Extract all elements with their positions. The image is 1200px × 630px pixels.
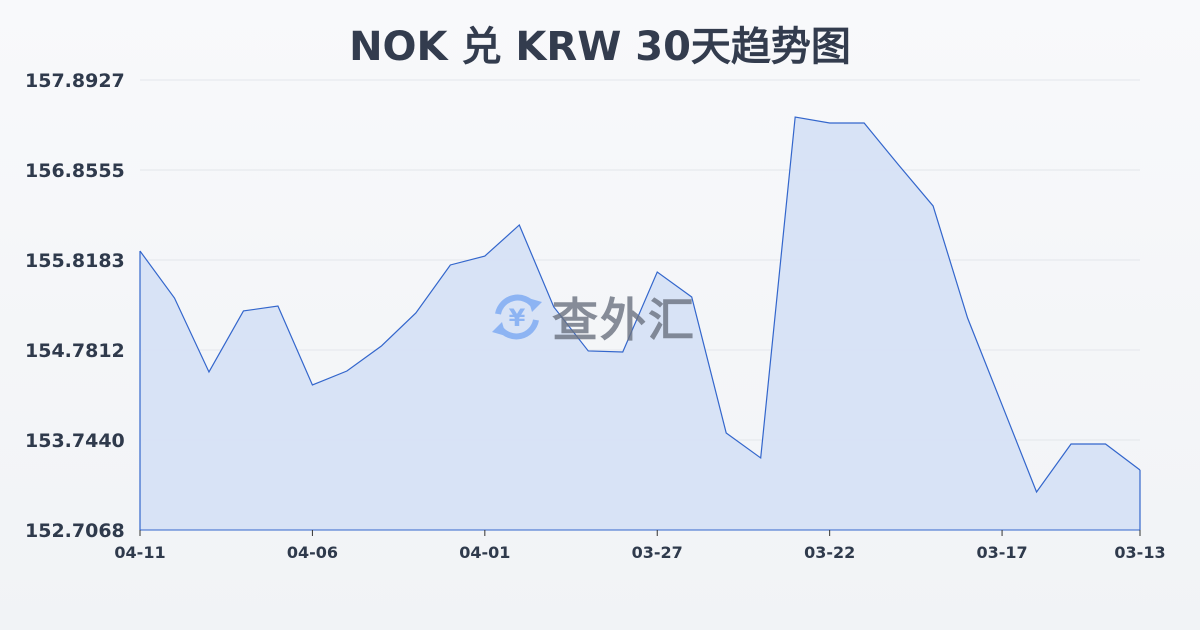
y-tick-label: 152.7068 bbox=[25, 520, 125, 542]
y-tick-label: 154.7812 bbox=[25, 340, 125, 362]
y-tick-label: 156.8555 bbox=[25, 160, 125, 182]
x-tick-label: 03-17 bbox=[976, 543, 1027, 562]
y-tick-label: 157.8927 bbox=[25, 70, 125, 92]
x-tick-label: 03-27 bbox=[632, 543, 683, 562]
x-tick-label: 04-01 bbox=[459, 543, 510, 562]
x-tick-label: 04-06 bbox=[287, 543, 338, 562]
x-tick-label: 03-22 bbox=[804, 543, 855, 562]
series-line bbox=[139, 116, 1141, 494]
chart-title: NOK 兑 KRW 30天趋势图 bbox=[349, 24, 851, 70]
x-tick-label: 04-11 bbox=[114, 543, 165, 562]
svg-text:¥: ¥ bbox=[509, 304, 526, 332]
y-tick-label: 153.7440 bbox=[25, 430, 125, 452]
area-fill bbox=[140, 117, 1140, 530]
y-tick-label: 155.8183 bbox=[25, 250, 125, 272]
watermark-text: 查外汇 bbox=[552, 293, 696, 347]
x-tick-label: 03-13 bbox=[1114, 543, 1165, 562]
yen-exchange-icon: ¥ bbox=[492, 294, 542, 340]
watermark: ¥ 查外汇 bbox=[488, 284, 696, 350]
